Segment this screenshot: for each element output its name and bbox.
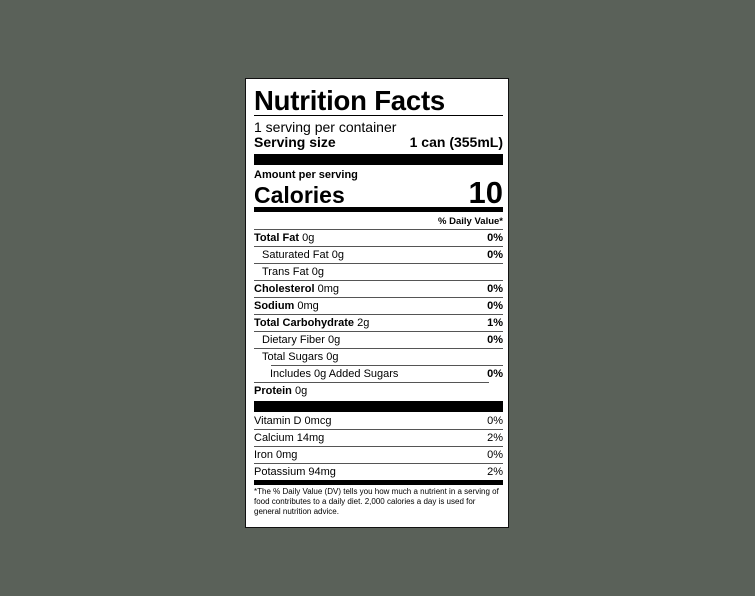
calories-value: 10	[468, 175, 503, 210]
amount-per-serving: Amount per serving	[254, 169, 358, 181]
serving-size: Serving size 1 can (355mL)	[254, 135, 503, 150]
serving-size-value: 1 can (355mL)	[409, 134, 503, 150]
medium-bar	[254, 480, 503, 485]
mineral-row: Potassium 94mg 2%	[254, 466, 503, 478]
nutrient-row: Cholesterol 0mg 0%	[254, 281, 503, 298]
divider	[254, 382, 489, 383]
nutrient-row: Saturated Fat 0g 0%	[254, 247, 503, 264]
calories-row: Calories 10	[254, 175, 503, 210]
daily-value-header: % Daily Value*	[438, 216, 503, 227]
nutrient-row: Trans Fat 0g	[254, 264, 503, 281]
footnote: *The % Daily Value (DV) tells you how mu…	[254, 487, 499, 516]
calories-label: Calories	[254, 182, 345, 208]
serving-size-label: Serving size	[254, 134, 336, 150]
nutrient-row: Total Carbohydrate 2g 1%	[254, 315, 503, 332]
mineral-row: Calcium 14mg 2%	[254, 430, 503, 447]
servings-per-container: 1 serving per container	[254, 119, 397, 135]
nutrient-row: Sodium 0mg 0%	[254, 298, 503, 315]
mineral-row: Iron 0mg 0%	[254, 447, 503, 464]
divider	[254, 229, 503, 230]
nutrient-row: Includes 0g Added Sugars 0%	[270, 368, 503, 380]
nutrient-row: Total Fat 0g 0%	[254, 230, 503, 247]
nutrition-facts-label: Nutrition Facts 1 serving per container …	[245, 78, 509, 528]
nutrient-row: Total Sugars 0g	[262, 351, 339, 363]
divider	[271, 365, 503, 366]
nutrient-row: Protein 0g	[254, 385, 308, 397]
nutrient-row: Dietary Fiber 0g 0%	[254, 332, 503, 349]
divider	[254, 115, 503, 116]
mineral-row: Vitamin D 0mcg 0%	[254, 413, 503, 430]
label-title: Nutrition Facts	[254, 85, 446, 116]
thick-bar	[254, 401, 503, 412]
thick-bar	[254, 154, 503, 165]
medium-bar	[254, 207, 503, 212]
